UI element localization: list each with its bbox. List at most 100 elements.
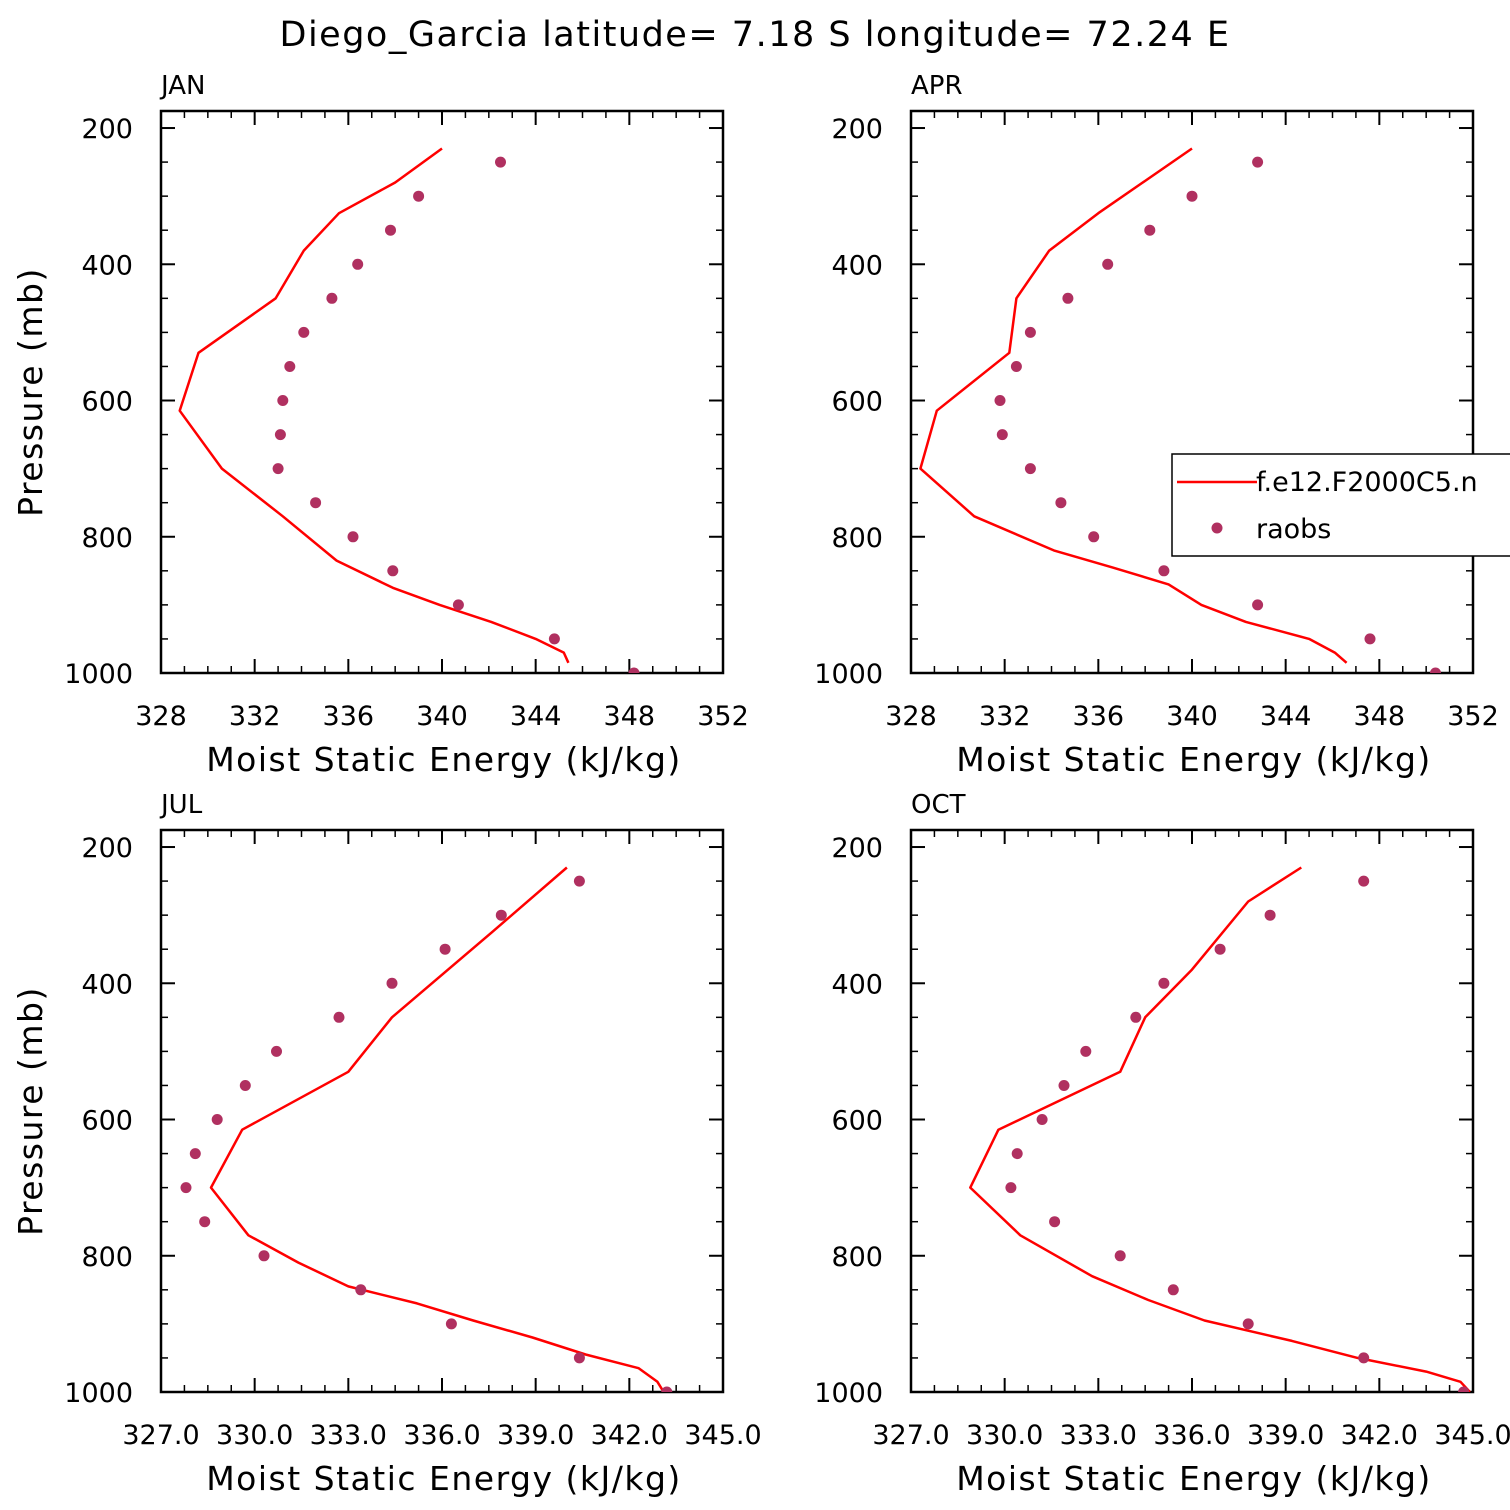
raobs-point [284, 361, 296, 372]
raobs-point [1242, 1318, 1254, 1330]
raobs-point [1186, 190, 1198, 202]
raobs-point [1102, 258, 1114, 270]
plot-frame [909, 828, 1475, 1394]
x-tick-label: 330.0 [216, 1420, 293, 1451]
raobs-point [1364, 633, 1376, 645]
x-axis-label: Moist Static Energy (kJ/kg) [956, 1459, 1432, 1498]
raobs-point [272, 463, 284, 475]
panel-label: OCT [911, 790, 966, 820]
raobs-point [1430, 667, 1441, 673]
raobs-point [355, 1284, 367, 1296]
y-tick-label: 800 [81, 523, 133, 554]
y-tick-label: 200 [81, 114, 133, 145]
model-series-line [969, 866, 1471, 1392]
y-tick-label: 200 [831, 114, 883, 145]
raobs-point [495, 156, 506, 168]
plot-area [178, 147, 640, 673]
raobs-point [1114, 1250, 1126, 1262]
raobs-point [1130, 1011, 1142, 1023]
model-series-line [178, 147, 570, 664]
y-tick-label: 800 [831, 1242, 883, 1273]
x-tick-label: 333.0 [1060, 1420, 1137, 1451]
raobs-point [1158, 977, 1170, 989]
y-tick-label: 800 [81, 1242, 133, 1273]
x-tick-label: 344 [510, 701, 562, 732]
raobs-point [180, 1182, 192, 1194]
raobs-point [298, 326, 310, 338]
raobs-point [385, 224, 396, 236]
y-tick-label: 800 [831, 523, 883, 554]
y-tick-label: 400 [831, 250, 883, 281]
raobs-point [1005, 1182, 1017, 1194]
panel-label: APR [911, 71, 963, 101]
raobs-point [1214, 943, 1226, 955]
y-axis-label: Pressure (mb) [11, 986, 50, 1236]
raobs-point [1049, 1216, 1061, 1228]
raobs-point [1264, 909, 1276, 921]
x-tick-label: 342.0 [1341, 1420, 1418, 1451]
raobs-point [352, 258, 364, 270]
x-tick-label: 336 [1073, 701, 1125, 732]
raobs-point [333, 1011, 345, 1023]
raobs-point [439, 943, 451, 955]
raobs-point [1144, 224, 1156, 236]
plot-area [919, 147, 1441, 673]
raobs-point [661, 1386, 673, 1392]
raobs-point [1158, 565, 1170, 577]
raobs-point [1024, 463, 1036, 475]
raobs-point [573, 875, 585, 887]
x-tick-label: 339.0 [1247, 1420, 1324, 1451]
raobs-point [1024, 326, 1036, 338]
legend: f.e12.F2000C5.n raobs [1171, 453, 1510, 557]
x-tick-label: 340 [1166, 701, 1218, 732]
raobs-point [548, 633, 560, 645]
x-tick-label: 336 [323, 701, 375, 732]
x-tick-label: 327.0 [122, 1420, 199, 1451]
x-axis-label: Moist Static Energy (kJ/kg) [956, 740, 1432, 779]
raobs-point [1055, 497, 1067, 509]
raobs-point [445, 1318, 457, 1330]
panel-label: JUL [159, 790, 203, 820]
raobs-point [239, 1080, 251, 1091]
y-tick-label: 600 [831, 387, 883, 418]
y-tick-label: 600 [81, 1106, 133, 1137]
raobs-point [1010, 361, 1022, 372]
raobs-point [628, 667, 640, 673]
x-tick-label: 348 [604, 701, 656, 732]
legend-obs-label: raobs [1256, 514, 1331, 545]
x-tick-label: 328 [885, 701, 937, 732]
raobs-point [1088, 531, 1100, 543]
raobs-point [277, 395, 289, 406]
raobs-point [258, 1250, 270, 1262]
raobs-point [495, 909, 507, 921]
y-tick-label: 1000 [64, 1378, 133, 1409]
y-tick-label: 400 [81, 250, 133, 281]
raobs-point [387, 565, 399, 577]
y-tick-label: 400 [81, 969, 133, 1000]
chart-panel-jul: JUL 200 400 600 800 1000 327.0 330.0 333.0 336.0 3… [11, 790, 762, 1498]
x-tick-label: 333.0 [310, 1420, 387, 1451]
raobs-point [199, 1216, 211, 1228]
x-tick-label: 344 [1260, 701, 1312, 732]
raobs-point [189, 1148, 201, 1160]
raobs-point [1062, 292, 1074, 304]
raobs-point [1011, 1148, 1023, 1160]
x-tick-label: 332 [229, 701, 281, 732]
raobs-point [211, 1114, 223, 1125]
legend-model-label: f.e12.F2000C5.n [1256, 467, 1478, 498]
raobs-point [1252, 599, 1264, 611]
x-tick-label: 339.0 [497, 1420, 574, 1451]
x-tick-label: 352 [1447, 701, 1499, 732]
panel-label: JAN [159, 71, 205, 101]
chart-panel-oct: OCT 200 400 600 800 1000 327.0 330.0 333.0 336.0 3… [814, 790, 1510, 1498]
x-axis-label: Moist Static Energy (kJ/kg) [206, 1459, 682, 1498]
raobs-point [1252, 156, 1264, 168]
x-tick-label: 345.0 [684, 1420, 761, 1451]
plot-frame [159, 109, 725, 675]
raobs-point [452, 599, 464, 611]
x-axis-label: Moist Static Energy (kJ/kg) [206, 740, 682, 779]
y-axis-label: Pressure (mb) [11, 267, 50, 517]
x-tick-label: 345.0 [1434, 1420, 1510, 1451]
